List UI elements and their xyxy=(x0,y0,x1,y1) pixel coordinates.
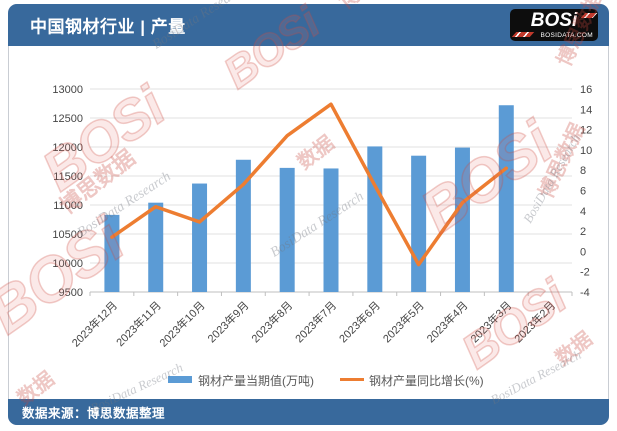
footer-bar: 数据来源：博思数据整理 xyxy=(8,399,609,425)
right-axis-label: -2 xyxy=(580,267,590,279)
bar xyxy=(148,202,164,292)
x-axis-label: 2023年11月 xyxy=(113,298,164,349)
bar xyxy=(104,214,120,292)
right-axis-label: 16 xyxy=(580,84,592,96)
right-axis-label: 12 xyxy=(580,125,592,137)
logo-brand-text: BOSi xyxy=(530,10,578,31)
right-axis-label: 4 xyxy=(580,206,586,218)
left-axis-label: 10000 xyxy=(52,258,83,270)
x-axis-label: 2023年4月 xyxy=(423,298,470,345)
left-axis-label: 11000 xyxy=(53,200,83,212)
data-source-text: 数据来源：博思数据整理 xyxy=(22,406,166,421)
x-axis-label: 2023年9月 xyxy=(204,298,251,345)
logo-stripe-icon xyxy=(511,32,535,37)
bar xyxy=(323,168,339,292)
bar xyxy=(454,147,470,292)
production-chart: 9500 10000 10500 11000 11500 12000 12500 13000 -… xyxy=(52,84,592,388)
bar xyxy=(192,183,208,292)
legend-line-label: 钢材产量同比增长(%) xyxy=(369,374,484,388)
right-axis-label: 8 xyxy=(580,165,586,177)
left-axis-label: 13000 xyxy=(52,84,83,96)
bar xyxy=(235,159,251,292)
x-axis-label: 2023年12月 xyxy=(69,298,120,349)
right-axis-label: 2 xyxy=(580,226,586,238)
left-axis-label: 10500 xyxy=(52,229,83,241)
x-axis-label: 2023年8月 xyxy=(248,298,295,345)
legend-bar-label: 钢材产量当期值(万吨) xyxy=(198,373,314,388)
x-axis-label: 2023年10月 xyxy=(156,298,207,349)
x-axis-label: 2023年7月 xyxy=(292,298,339,345)
left-axis-label: 11500 xyxy=(53,171,83,183)
legend-bar-swatch xyxy=(168,376,192,383)
right-axis-label: 0 xyxy=(580,246,586,258)
header-bar: 中国钢材行业 | 产量 BOSi BOSIDATA.COM xyxy=(8,4,609,46)
page-title: 中国钢材行业 | 产量 xyxy=(30,17,186,37)
right-axis-label: -4 xyxy=(580,287,590,299)
bar xyxy=(279,167,295,292)
left-axis-label: 12000 xyxy=(52,142,83,154)
bar xyxy=(498,105,514,292)
right-axis-label: 6 xyxy=(580,186,586,198)
bosi-logo: BOSi BOSIDATA.COM xyxy=(510,9,598,41)
x-axis-label: 2023年3月 xyxy=(467,298,514,345)
growth-line xyxy=(110,102,509,267)
x-axis-label: 2023年2月 xyxy=(511,298,558,345)
right-axis-label: 14 xyxy=(580,104,592,116)
bar xyxy=(411,155,427,292)
x-axis-label: 2023年6月 xyxy=(336,298,383,345)
bar xyxy=(367,146,383,292)
left-axis-label: 9500 xyxy=(59,287,83,299)
logo-site-text: BOSIDATA.COM xyxy=(540,32,593,39)
right-axis-label: 10 xyxy=(580,145,592,157)
x-axis-label: 2023年5月 xyxy=(380,298,427,345)
left-axis-label: 12500 xyxy=(52,113,83,125)
